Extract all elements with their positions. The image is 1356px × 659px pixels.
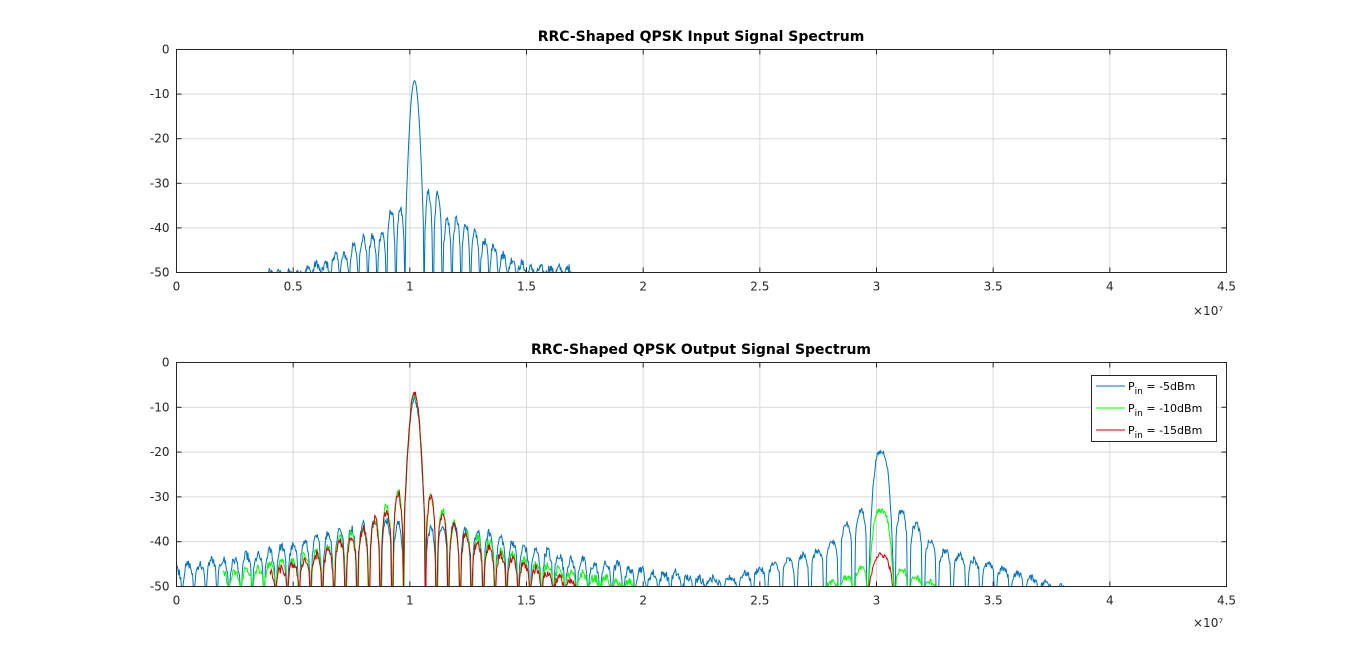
output-spectrum-plot-area: [176, 391, 1157, 587]
x-tick-label: 4: [1106, 594, 1114, 608]
legend-label: Pin = -15dBm: [1128, 424, 1202, 441]
output-spectrum-line-1: [176, 395, 1157, 587]
x-tick-label: 4: [1106, 280, 1114, 294]
x-tick-label: 2: [639, 594, 647, 608]
x-tick-label: 1: [406, 594, 414, 608]
y-tick-label: -30: [150, 490, 170, 504]
x-tick-label: 2: [639, 280, 647, 294]
x-tick-label: 2.5: [750, 280, 769, 294]
x-tick-label: 0.5: [284, 280, 303, 294]
x-tick-label: 0: [173, 594, 181, 608]
y-tick-label: 0: [162, 43, 170, 57]
output-spectrum-line-3: [269, 391, 900, 587]
x-tick-label: 3: [873, 280, 881, 294]
input-spectrum-grid: [176, 49, 1227, 273]
input-spectrum-plot-area: [267, 79, 574, 273]
x-tick-label: 3: [873, 594, 881, 608]
x-tick-label: 0: [173, 280, 181, 294]
y-tick-label: 0: [162, 356, 170, 370]
output-spectrum-axes-box: [176, 362, 1227, 587]
x-tick-label: 1.5: [517, 280, 536, 294]
x-tick-label: 4.5: [1217, 280, 1236, 294]
x-tick-label: 1.5: [517, 594, 536, 608]
x-tick-label: 1: [406, 280, 414, 294]
output-spectrum-axes: RRC-Shaped QPSK Output Signal Spectrum 0…: [150, 342, 1236, 630]
y-tick-label: -30: [150, 176, 170, 190]
output-spectrum-title: RRC-Shaped QPSK Output Signal Spectrum: [531, 342, 871, 358]
y-tick-label: -40: [150, 221, 170, 235]
x-tick-label: 0.5: [284, 594, 303, 608]
y-tick-label: -50: [150, 580, 170, 594]
y-tick-label: -10: [150, 87, 170, 101]
x-tick-label: 4.5: [1217, 594, 1236, 608]
legend-label: Pin = -10dBm: [1128, 402, 1202, 419]
x-tick-label: 3.5: [984, 594, 1003, 608]
input-spectrum-ticks: 0 0.5 1 1.5 2 2.5 3 3.5 4 4.5 0 -10 -20 -30 -40 -50: [150, 43, 1236, 294]
y-tick-label: -50: [150, 266, 170, 280]
output-spectrum-grid: [176, 362, 1227, 587]
output-spectrum-x-exponent: ×10⁷: [1193, 616, 1223, 630]
x-tick-label: 3.5: [984, 280, 1003, 294]
y-tick-label: -20: [150, 445, 170, 459]
input-spectrum-line: [267, 79, 574, 273]
y-tick-label: -40: [150, 535, 170, 549]
input-spectrum-axes-box: [176, 49, 1227, 273]
input-spectrum-x-exponent: ×10⁷: [1193, 304, 1223, 318]
y-tick-label: -10: [150, 400, 170, 414]
legend-label: Pin = -5dBm: [1128, 380, 1195, 397]
output-spectrum-ticks: 0 0.5 1 1.5 2 2.5 3 3.5 4 4.5 0 -10 -20 -30 -40 -50: [150, 356, 1236, 608]
x-tick-label: 2.5: [750, 594, 769, 608]
y-tick-label: -20: [150, 132, 170, 146]
input-spectrum-title: RRC-Shaped QPSK Input Signal Spectrum: [538, 29, 865, 45]
output-spectrum-legend: Pin = -5dBm Pin = -10dBm Pin = -15dBm: [1091, 375, 1217, 442]
